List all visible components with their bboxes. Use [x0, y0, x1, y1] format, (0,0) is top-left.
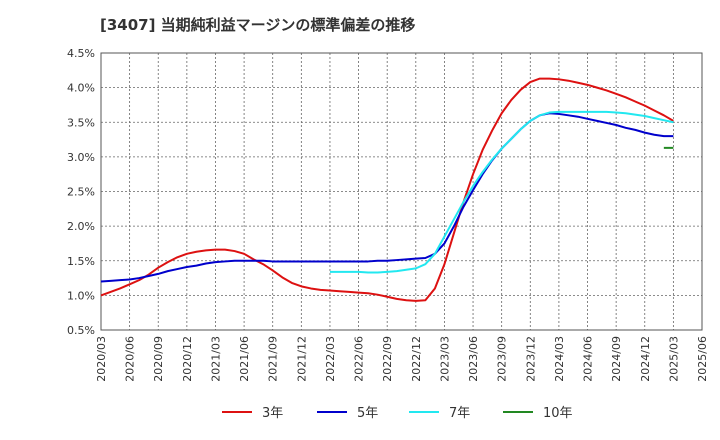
- y-tick-label: 1.5%: [67, 255, 95, 268]
- x-tick-label: 2025/06: [696, 336, 709, 382]
- x-axis: 2020/03 2020/06 2020/09 2020/12 2021/03 2021/…: [95, 336, 709, 382]
- series-lines: [100, 77, 674, 302]
- x-tick-label: 2023/12: [524, 336, 537, 382]
- y-axis: 0.5% 1.0% 1.5% 2.0% 2.5% 3.0% 3.5% 4.0% 4.5%: [67, 47, 95, 337]
- y-tick-label: 3.5%: [67, 116, 95, 129]
- x-tick-label: 2022/09: [381, 336, 394, 382]
- x-tick-label: 2023/03: [438, 336, 451, 382]
- x-tick-label: 2021/03: [209, 336, 222, 382]
- x-tick-label: 2024/12: [639, 336, 652, 382]
- y-tick-label: 4.5%: [67, 47, 95, 60]
- x-tick-label: 2020/03: [95, 336, 108, 382]
- series-line-0: [100, 77, 674, 302]
- legend-label-1: 5年: [357, 406, 378, 421]
- legend-label-3: 10年: [543, 406, 573, 421]
- legend-label-0: 3年: [262, 406, 283, 421]
- x-tick-label: 2024/09: [610, 336, 623, 382]
- series-line-1: [100, 112, 674, 283]
- x-tick-label: 2022/12: [410, 336, 423, 382]
- y-tick-label: 2.5%: [67, 186, 95, 199]
- y-tick-label: 1.0%: [67, 289, 95, 302]
- plot-border: [100, 52, 703, 331]
- y-tick-label: 2.0%: [67, 220, 95, 233]
- x-tick-label: 2024/06: [582, 336, 595, 382]
- x-tick-label: 2021/12: [295, 336, 308, 382]
- y-tick-label: 4.0%: [67, 82, 95, 95]
- legend: 3年 5年 7年 10年: [222, 406, 573, 421]
- x-tick-label: 2024/03: [553, 336, 566, 382]
- x-tick-label: 2020/09: [152, 336, 165, 382]
- y-tick-label: 0.5%: [67, 324, 95, 337]
- x-tick-label: 2022/06: [353, 336, 366, 382]
- x-tick-label: 2022/03: [324, 336, 337, 382]
- x-tick-label: 2023/09: [496, 336, 509, 382]
- x-tick-label: 2021/06: [238, 336, 251, 382]
- x-tick-label: 2023/06: [467, 336, 480, 382]
- legend-label-2: 7年: [449, 406, 470, 421]
- x-tick-label: 2021/09: [267, 336, 280, 382]
- x-tick-label: 2025/03: [667, 336, 680, 382]
- series-line-2: [329, 110, 674, 274]
- x-tick-label: 2020/06: [124, 336, 137, 382]
- y-tick-label: 3.0%: [67, 151, 95, 164]
- chart-title: [3407] 当期純利益マージンの標準偏差の推移: [100, 16, 416, 34]
- x-tick-label: 2020/12: [181, 336, 194, 382]
